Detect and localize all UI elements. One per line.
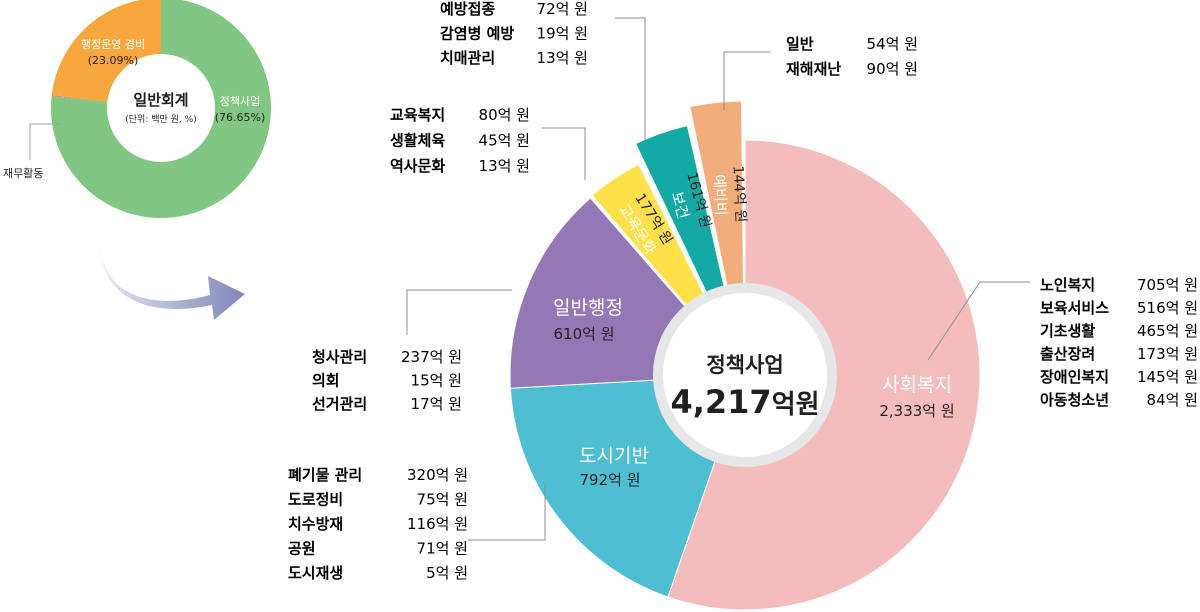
- detail-name: 생활체육: [390, 132, 445, 150]
- main-donut-total: 4,217억원: [670, 383, 819, 421]
- small-donut: 일반회계 (단위: 백만 원, %) 행정운영 경비 (23.09%) 정책사업…: [3, 0, 271, 218]
- small-donut-title: 일반회계: [133, 91, 188, 109]
- detail-amount: 84억 원: [1147, 391, 1198, 409]
- slice-label-admin: 행정운영 경비: [81, 38, 145, 51]
- small-donut-subtitle: (단위: 백만 원, %): [125, 114, 196, 125]
- detail-amount: 45억 원: [479, 132, 530, 150]
- detail-name: 도로정비: [288, 491, 343, 509]
- detail-name: 출산장려: [1040, 345, 1095, 363]
- slice-amount-general: 610억 원: [554, 325, 615, 343]
- slice-pct-admin: (23.09%): [88, 54, 139, 67]
- detail-name: 역사문화: [390, 157, 445, 175]
- main-donut-title: 정책사업: [706, 353, 783, 377]
- detail-name: 감염병 예방: [440, 25, 514, 43]
- detail-amount: 173억 원: [1137, 345, 1198, 363]
- detail-amount: 13억 원: [479, 157, 530, 175]
- detail-amount: 80억 원: [479, 106, 530, 124]
- detail-amount: 116억 원: [407, 515, 468, 533]
- detail-amount: 237억 원: [401, 348, 462, 366]
- slice-pct-policy: (76.65%): [215, 111, 266, 124]
- leader-line-edu: [542, 127, 586, 180]
- detail-name: 폐기물 관리: [288, 466, 362, 484]
- detail-amount: 54억 원: [867, 35, 918, 53]
- detail-name: 도시재생: [288, 564, 343, 582]
- detail-name: 치매관리: [440, 49, 495, 67]
- detail-amount: 90억 원: [867, 60, 918, 78]
- detail-amount: 19억 원: [537, 25, 588, 43]
- detail-name: 의회: [312, 372, 340, 390]
- main-donut: 정책사업 4,217억원 사회복지 2,333억 원 도시기반 792억 원 일…: [509, 100, 981, 611]
- detail-name: 기초생활: [1040, 322, 1095, 340]
- transition-arrow-icon: [100, 240, 245, 320]
- detail-name: 예방접종: [440, 0, 495, 18]
- detail-name: 교육복지: [390, 106, 445, 124]
- slice-label-policy: 정책사업: [220, 95, 260, 108]
- small-donut-hole: [107, 54, 215, 162]
- detail-name: 보육서비스: [1040, 299, 1109, 317]
- detail-amount: 705억 원: [1137, 276, 1198, 294]
- detail-name: 선거관리: [312, 395, 367, 413]
- leader-line-urban: [468, 484, 546, 541]
- slice-amount-urban: 792억 원: [580, 471, 641, 489]
- slice-label-social: 사회복지: [882, 374, 952, 396]
- total-unit: 억원: [772, 390, 820, 420]
- detail-amount: 17억 원: [411, 395, 462, 413]
- detail-name: 청사관리: [312, 348, 367, 366]
- detail-name: 일반: [786, 35, 814, 53]
- detail-name: 재해재난: [786, 60, 841, 78]
- detail-name: 아동청소년: [1040, 391, 1109, 409]
- detail-amount: 71억 원: [417, 540, 468, 558]
- detail-amount: 516억 원: [1137, 299, 1198, 317]
- detail-name: 치수방재: [288, 515, 343, 533]
- total-number: 4,217: [670, 383, 771, 421]
- detail-amount: 75억 원: [417, 491, 468, 509]
- leader-line-finance: [29, 123, 62, 160]
- slice-label-urban: 도시기반: [579, 445, 649, 467]
- slice-label-reserve: 예비비: [710, 174, 730, 216]
- detail-amount: 320억 원: [407, 466, 468, 484]
- slice-amount-reserve: 144억 원: [729, 165, 748, 223]
- leader-line-health: [615, 17, 646, 140]
- detail-amount: 13억 원: [537, 49, 588, 67]
- detail-name: 장애인복지: [1040, 368, 1109, 386]
- main-donut-hole: [653, 283, 837, 467]
- detail-amount: 145억 원: [1137, 368, 1198, 386]
- detail-amount: 5억 원: [426, 564, 468, 582]
- leader-line-reserve: [723, 51, 770, 110]
- leader-line-general: [406, 289, 512, 335]
- detail-amount: 15억 원: [411, 372, 462, 390]
- slice-label-finance: 재무활동: [3, 166, 43, 180]
- detail-amount: 72억 원: [537, 0, 588, 18]
- leader-line-social: [927, 281, 1030, 361]
- slice-amount-social: 2,333억 원: [879, 402, 954, 420]
- detail-name: 노인복지: [1040, 276, 1095, 294]
- detail-name: 공원: [288, 540, 316, 558]
- slice-label-general: 일반행정: [553, 297, 623, 319]
- detail-amount: 465억 원: [1137, 322, 1198, 340]
